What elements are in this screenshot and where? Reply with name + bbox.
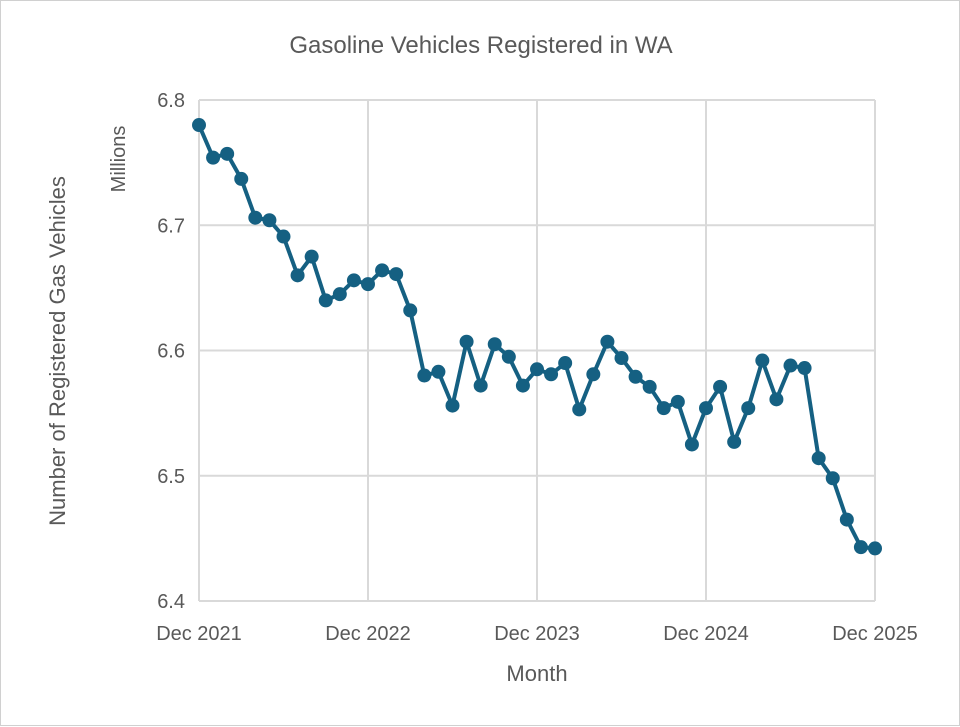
- data-point: [868, 541, 882, 556]
- y-tick-label: 6.7: [157, 215, 185, 237]
- data-point: [628, 369, 643, 384]
- data-point: [473, 378, 488, 393]
- data-point: [755, 353, 770, 368]
- data-point: [501, 349, 516, 364]
- y-axis-unit: Millions: [108, 126, 130, 193]
- data-point: [459, 334, 474, 349]
- data-point: [445, 398, 460, 413]
- data-point: [741, 401, 756, 416]
- data-point: [361, 277, 375, 292]
- y-tick-label: 6.4: [157, 591, 185, 613]
- x-tick-label: Dec 2021: [156, 623, 242, 645]
- data-point: [853, 540, 868, 555]
- data-point: [839, 512, 854, 527]
- data-point: [234, 171, 249, 186]
- data-point: [530, 362, 544, 377]
- data-point: [318, 293, 333, 308]
- data-point: [783, 358, 798, 373]
- data-point: [304, 249, 319, 264]
- data-point: [431, 364, 446, 379]
- data-point: [797, 361, 812, 376]
- data-point: [192, 118, 206, 133]
- data-point: [487, 337, 502, 352]
- data-point: [403, 303, 418, 318]
- x-tick-label: Dec 2023: [494, 623, 580, 645]
- data-point: [544, 367, 559, 382]
- y-tick-label: 6.6: [157, 341, 185, 363]
- y-tick-label: 6.5: [157, 466, 185, 488]
- data-point: [375, 263, 390, 278]
- data-point: [699, 401, 713, 416]
- y-axis-label: Number of Registered Gas Vehicles: [45, 176, 70, 526]
- data-point: [769, 392, 784, 407]
- x-tick-label: Dec 2024: [663, 623, 749, 645]
- data-point: [515, 378, 530, 393]
- x-tick-label: Dec 2025: [832, 623, 918, 645]
- data-point: [262, 213, 277, 228]
- data-point: [670, 394, 685, 409]
- data-point: [389, 267, 404, 282]
- data-point: [713, 379, 728, 394]
- data-point: [727, 434, 742, 449]
- data-point: [642, 379, 657, 394]
- data-point: [600, 334, 615, 349]
- data-point: [417, 368, 432, 383]
- data-point: [248, 210, 263, 225]
- data-point: [220, 146, 235, 161]
- data-point: [684, 437, 699, 452]
- data-point: [656, 401, 671, 416]
- y-tick-label: 6.8: [157, 90, 185, 112]
- chart-title: Gasoline Vehicles Registered in WA: [289, 32, 672, 59]
- data-point: [572, 402, 587, 417]
- data-point: [346, 273, 361, 288]
- data-point: [614, 351, 629, 366]
- data-point: [332, 287, 347, 302]
- x-axis-label: Month: [506, 661, 567, 686]
- data-point: [825, 471, 840, 486]
- x-tick-label: Dec 2022: [325, 623, 411, 645]
- data-point: [290, 268, 305, 283]
- data-point: [586, 367, 601, 382]
- data-point: [558, 356, 573, 371]
- data-point: [811, 451, 826, 466]
- data-point: [206, 150, 221, 165]
- data-point: [276, 229, 291, 244]
